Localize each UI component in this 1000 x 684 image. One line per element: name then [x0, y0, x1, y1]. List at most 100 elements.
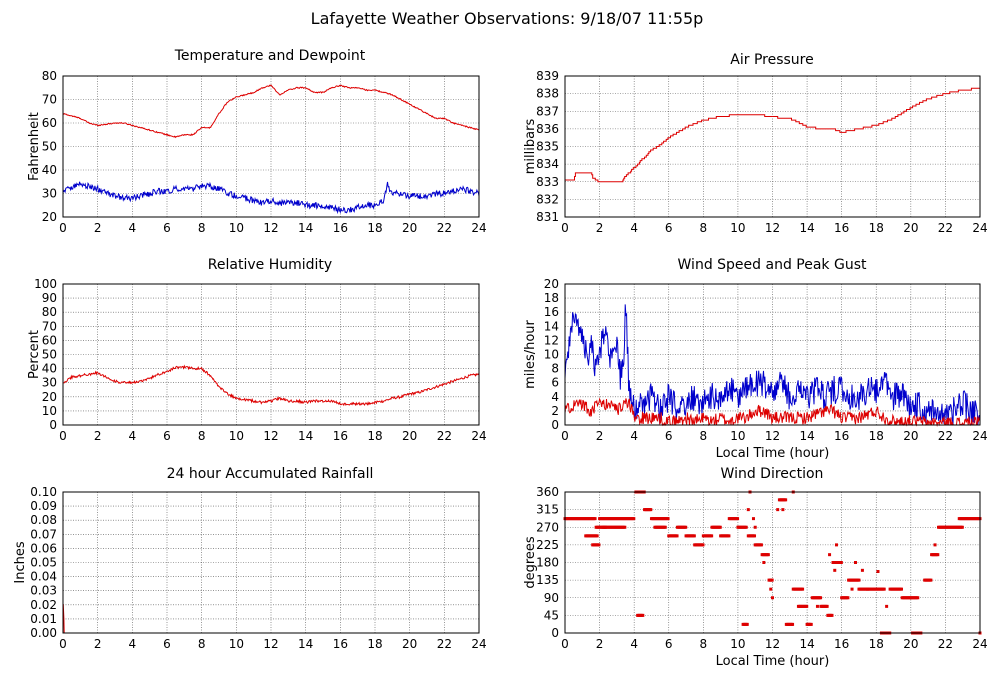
- x-tick-label: 4: [630, 637, 638, 651]
- x-tick-label: 10: [229, 429, 244, 443]
- data-point: [769, 587, 773, 591]
- y-tick-label: 70: [42, 93, 57, 107]
- x-tick-label: 2: [596, 429, 604, 443]
- x-tick-label: 0: [561, 429, 569, 443]
- x-tick-label: 24: [972, 221, 987, 235]
- y-tick-label: 837: [536, 104, 559, 118]
- x-tick-label: 12: [765, 637, 780, 651]
- y-tick-label: 70: [42, 319, 57, 333]
- data-point: [745, 622, 749, 626]
- y-tick-label: 0.01: [30, 612, 57, 626]
- data-point: [850, 587, 854, 591]
- x-tick-label: 16: [333, 429, 348, 443]
- data-point: [666, 517, 670, 521]
- x-axis-label: Local Time (hour): [716, 654, 830, 669]
- y-tick-label: 0.03: [30, 584, 57, 598]
- x-tick-label: 14: [298, 221, 313, 235]
- x-axis-label: Local Time (hour): [716, 446, 830, 461]
- y-tick-label: 836: [536, 122, 559, 136]
- data-point: [746, 508, 750, 512]
- data-point: [860, 568, 864, 572]
- y-tick-label: 270: [536, 520, 559, 534]
- x-tick-label: 0: [561, 221, 569, 235]
- x-tick-label: 8: [198, 637, 206, 651]
- y-tick-label: 0: [49, 418, 57, 432]
- y-tick-label: 315: [536, 503, 559, 517]
- x-tick-label: 14: [799, 429, 814, 443]
- x-tick-label: 24: [471, 221, 486, 235]
- x-tick-label: 2: [94, 221, 102, 235]
- x-tick-label: 24: [471, 429, 486, 443]
- y-tick-label: 80: [42, 69, 57, 83]
- x-tick-label: 12: [765, 221, 780, 235]
- x-tick-label: 20: [903, 221, 918, 235]
- series-0: [563, 490, 982, 635]
- data-point: [830, 613, 834, 617]
- data-point: [828, 553, 832, 557]
- data-point: [809, 622, 813, 626]
- x-tick-label: 2: [596, 637, 604, 651]
- y-tick-label: 60: [42, 333, 57, 347]
- data-point: [675, 534, 679, 538]
- y-axis-label: Percent: [27, 330, 42, 379]
- y-tick-label: 0.05: [30, 556, 57, 570]
- y-tick-label: 835: [536, 140, 559, 154]
- y-tick-label: 0: [551, 418, 559, 432]
- data-point: [718, 525, 722, 529]
- chart-title: 24 hour Accumulated Rainfall: [167, 466, 374, 482]
- x-tick-label: 8: [198, 429, 206, 443]
- data-point: [882, 587, 886, 591]
- y-tick-label: 135: [536, 573, 559, 587]
- chart-title: Wind Direction: [721, 466, 824, 482]
- x-tick-label: 22: [938, 637, 953, 651]
- data-point: [876, 570, 880, 574]
- y-tick-label: 20: [42, 390, 57, 404]
- y-axis-label: Inches: [13, 541, 28, 583]
- x-tick-label: 8: [700, 637, 708, 651]
- x-tick-label: 8: [700, 221, 708, 235]
- data-point: [857, 578, 861, 582]
- x-tick-label: 10: [730, 221, 745, 235]
- x-tick-label: 10: [229, 221, 244, 235]
- x-tick-label: 12: [263, 429, 278, 443]
- x-tick-label: 18: [869, 221, 884, 235]
- x-tick-label: 4: [129, 221, 137, 235]
- data-point: [597, 543, 601, 547]
- x-tick-label: 12: [765, 429, 780, 443]
- x-tick-label: 14: [298, 637, 313, 651]
- x-tick-label: 6: [163, 637, 171, 651]
- series-line-blue: [62, 181, 480, 215]
- series-line-blue: [564, 304, 981, 426]
- y-axis-label: Fahrenheit: [27, 112, 42, 181]
- x-tick-label: 16: [834, 637, 849, 651]
- data-point: [805, 604, 809, 608]
- x-tick-label: 18: [367, 637, 382, 651]
- data-point: [791, 622, 795, 626]
- data-point: [781, 508, 785, 512]
- x-tick-label: 6: [665, 221, 673, 235]
- data-point: [825, 604, 829, 608]
- x-tick-label: 16: [333, 221, 348, 235]
- x-tick-label: 0: [59, 637, 67, 651]
- y-tick-label: 833: [536, 175, 559, 189]
- x-tick-label: 24: [972, 429, 987, 443]
- x-tick-label: 20: [903, 637, 918, 651]
- y-tick-label: 839: [536, 69, 559, 83]
- plot-frame: [62, 491, 480, 634]
- data-point: [770, 578, 774, 582]
- x-tick-label: 0: [561, 637, 569, 651]
- y-tick-label: 0: [551, 626, 559, 640]
- data-point: [684, 525, 688, 529]
- data-point: [641, 613, 645, 617]
- data-point: [834, 543, 838, 547]
- series-line-red: [62, 84, 480, 139]
- y-tick-label: 225: [536, 538, 559, 552]
- data-point: [854, 561, 857, 564]
- x-tick-label: 8: [198, 221, 206, 235]
- x-tick-label: 10: [229, 637, 244, 651]
- data-point: [936, 553, 940, 557]
- data-point: [833, 568, 837, 572]
- y-tick-label: 50: [42, 140, 57, 154]
